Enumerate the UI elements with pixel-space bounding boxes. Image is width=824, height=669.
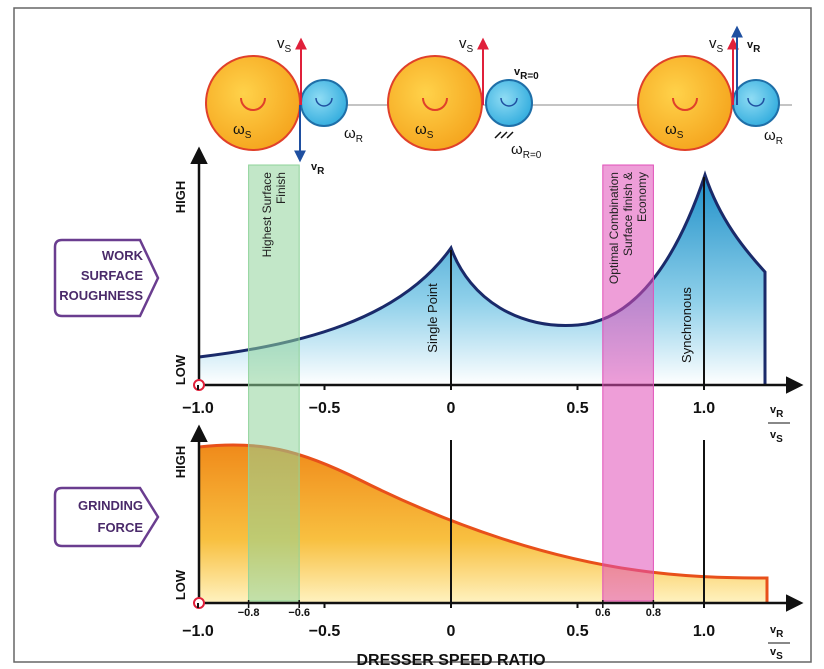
wheel — [388, 56, 482, 150]
band-label: Optimal Combination — [607, 172, 621, 284]
x-tick-label: −0.5 — [309, 400, 341, 417]
band — [249, 165, 300, 601]
panel-label: SURFACE — [81, 268, 143, 283]
symbol: vR=0 — [514, 66, 539, 82]
symbol-sub: R — [356, 134, 363, 145]
x-tick-label: 0.5 — [566, 623, 588, 640]
band-tick-label: −0.6 — [288, 607, 310, 619]
symbol-sub: S — [427, 130, 434, 141]
band-label: Economy — [635, 172, 649, 222]
symbol: vR — [747, 39, 761, 55]
symbol: ωR — [344, 125, 363, 145]
symbol-sub: S — [776, 434, 783, 445]
x-tick-label: 0.5 — [566, 400, 588, 417]
symbol-main: ω — [665, 121, 677, 138]
symbol-sub: S — [285, 44, 292, 55]
band-label: Surface finish & — [621, 172, 635, 256]
dresser — [733, 80, 779, 126]
symbol: ωR=0 — [511, 141, 542, 161]
symbol-main: ω — [344, 125, 356, 142]
panel-label: WORK — [102, 248, 144, 263]
wheel — [638, 56, 732, 150]
symbol-sub: S — [717, 44, 724, 55]
symbol: vR — [770, 404, 784, 420]
annotation: Synchronous — [679, 287, 694, 363]
x-tick-label: 0 — [447, 400, 456, 417]
axis-word: HIGH — [173, 446, 188, 479]
annotation: Single Point — [425, 283, 440, 353]
band-label: Highest Surface — [260, 172, 274, 258]
panel-tag — [55, 488, 158, 546]
symbol: vR — [770, 624, 784, 640]
ground — [495, 132, 513, 138]
symbol-main: ω — [415, 121, 427, 138]
symbol: vR — [311, 161, 325, 177]
symbol-sub: S — [245, 130, 252, 141]
x-tick-label: −1.0 — [182, 400, 214, 417]
symbol: vS — [770, 646, 783, 662]
axis-word: HIGH — [173, 181, 188, 214]
symbol: vS — [459, 35, 474, 55]
symbol-sub: S — [467, 44, 474, 55]
symbol-sub: R — [776, 409, 784, 420]
wheel — [206, 56, 300, 150]
panel-label: GRINDING — [78, 498, 143, 513]
band-tick-label: −0.8 — [238, 607, 260, 619]
symbol-sub: R — [776, 629, 784, 640]
symbol-sub: R=0 — [523, 150, 542, 161]
dresser — [301, 80, 347, 126]
dresser — [486, 80, 532, 126]
figure: Highest SurfaceFinish −0.8 −0.6 Optimal Com… — [0, 0, 824, 669]
x-tick-label: 1.0 — [693, 623, 715, 640]
band-label: Finish — [274, 172, 288, 204]
symbol-main: ω — [764, 127, 776, 144]
symbol: vS — [277, 35, 292, 55]
panel-label: ROUGHNESS — [59, 288, 143, 303]
band-tick-label: 0.6 — [595, 607, 610, 619]
axis-title: DRESSER SPEED RATIO — [356, 652, 545, 669]
x-tick-label: 0 — [447, 623, 456, 640]
symbol-sub: S — [776, 651, 783, 662]
symbol-sub: R — [317, 166, 325, 177]
symbol: ωR — [764, 127, 783, 147]
symbol-main: ω — [233, 121, 245, 138]
symbol-sub: R — [776, 136, 783, 147]
panel-label: FORCE — [98, 520, 144, 535]
symbol-main: ω — [511, 141, 523, 158]
x-tick-label: 1.0 — [693, 400, 715, 417]
symbol-sub: S — [677, 130, 684, 141]
x-tick-label: −0.5 — [309, 623, 341, 640]
symbol: vS — [709, 35, 724, 55]
axis-word: LOW — [173, 569, 188, 600]
symbol: vS — [770, 429, 783, 445]
x-tick-label: −1.0 — [182, 623, 214, 640]
band-tick-label: 0.8 — [646, 607, 661, 619]
symbol-sub: R — [753, 44, 761, 55]
axis-word: LOW — [173, 354, 188, 385]
symbol-sub: R=0 — [520, 71, 539, 82]
